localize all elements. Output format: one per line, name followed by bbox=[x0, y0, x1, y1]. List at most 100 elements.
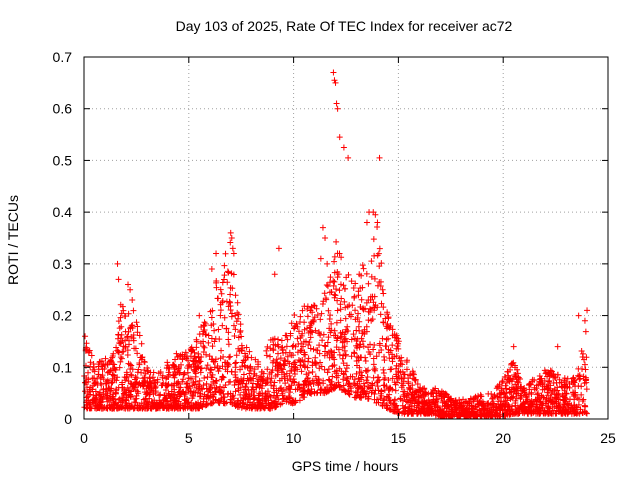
data-point bbox=[87, 388, 94, 395]
data-point bbox=[266, 371, 273, 378]
data-point bbox=[337, 317, 344, 324]
data-point bbox=[141, 359, 148, 366]
data-point bbox=[556, 379, 563, 386]
data-point bbox=[221, 314, 228, 321]
data-point bbox=[403, 366, 410, 373]
data-point bbox=[380, 397, 387, 404]
data-point bbox=[310, 318, 317, 325]
data-point bbox=[350, 331, 357, 338]
x-tick-label: 5 bbox=[185, 430, 193, 446]
data-point bbox=[130, 405, 137, 412]
data-point bbox=[85, 369, 92, 376]
data-point bbox=[311, 359, 318, 366]
data-point bbox=[356, 318, 363, 325]
data-point bbox=[301, 349, 308, 356]
data-point bbox=[353, 344, 360, 351]
chart-title: Day 103 of 2025, Rate Of TEC Index for r… bbox=[176, 18, 513, 34]
data-point bbox=[488, 409, 495, 416]
data-point bbox=[464, 405, 471, 412]
data-point bbox=[518, 392, 525, 399]
data-point bbox=[340, 282, 347, 289]
data-point bbox=[227, 390, 234, 397]
data-point bbox=[526, 380, 533, 387]
data-point bbox=[497, 403, 504, 410]
data-point bbox=[171, 380, 178, 387]
data-point bbox=[330, 277, 337, 284]
data-point bbox=[376, 154, 383, 161]
data-point bbox=[171, 368, 178, 375]
data-point bbox=[447, 397, 454, 404]
data-point bbox=[211, 364, 218, 371]
data-point bbox=[316, 350, 323, 357]
data-point bbox=[205, 332, 212, 339]
data-point bbox=[582, 328, 589, 335]
y-axis-label: ROTI / TECUs bbox=[5, 195, 21, 285]
data-point bbox=[548, 398, 555, 405]
data-point bbox=[170, 372, 177, 379]
data-point bbox=[376, 245, 383, 252]
data-point bbox=[301, 319, 308, 326]
data-point bbox=[414, 407, 421, 414]
data-point bbox=[151, 377, 158, 384]
data-point bbox=[545, 371, 552, 378]
data-point bbox=[561, 375, 568, 382]
data-point bbox=[398, 375, 405, 382]
data-point bbox=[564, 401, 571, 408]
data-point bbox=[545, 378, 552, 385]
data-point bbox=[185, 375, 192, 382]
data-point bbox=[271, 271, 278, 278]
data-point bbox=[409, 382, 416, 389]
data-points bbox=[81, 69, 591, 420]
data-point bbox=[578, 391, 585, 398]
data-point bbox=[246, 364, 253, 371]
data-point bbox=[386, 355, 393, 362]
data-point bbox=[203, 331, 210, 338]
data-point bbox=[87, 363, 94, 370]
data-point bbox=[286, 372, 293, 379]
data-point bbox=[513, 406, 520, 413]
data-point bbox=[553, 400, 560, 407]
data-point bbox=[82, 333, 89, 340]
data-point bbox=[548, 390, 555, 397]
data-point bbox=[163, 365, 170, 372]
data-point bbox=[498, 398, 505, 405]
data-point bbox=[105, 396, 112, 403]
data-point bbox=[116, 340, 123, 347]
data-point bbox=[581, 361, 588, 368]
data-point bbox=[532, 396, 539, 403]
data-point bbox=[547, 382, 554, 389]
data-point bbox=[128, 381, 135, 388]
data-point bbox=[235, 315, 242, 322]
data-point bbox=[213, 278, 220, 285]
data-point bbox=[312, 361, 319, 368]
data-point bbox=[237, 321, 244, 328]
data-point bbox=[317, 316, 324, 323]
data-point bbox=[242, 392, 249, 399]
data-point bbox=[305, 358, 312, 365]
data-point bbox=[330, 69, 337, 76]
data-point bbox=[384, 393, 391, 400]
data-point bbox=[267, 353, 274, 360]
data-point bbox=[228, 396, 235, 403]
data-point bbox=[104, 360, 111, 367]
data-point bbox=[327, 312, 334, 319]
data-point bbox=[304, 305, 311, 312]
data-point bbox=[195, 350, 202, 357]
data-point bbox=[321, 342, 328, 349]
data-point bbox=[325, 366, 332, 373]
y-tick-label: 0.6 bbox=[53, 101, 73, 117]
data-point bbox=[263, 352, 270, 359]
data-point bbox=[356, 341, 363, 348]
data-point bbox=[498, 385, 505, 392]
data-point bbox=[362, 357, 369, 364]
data-point bbox=[342, 285, 349, 292]
data-point bbox=[127, 286, 134, 293]
data-point bbox=[114, 260, 121, 267]
data-point bbox=[291, 360, 298, 367]
data-point bbox=[313, 305, 320, 312]
data-point bbox=[519, 405, 526, 412]
data-point bbox=[431, 403, 438, 410]
data-point bbox=[397, 368, 404, 375]
data-point bbox=[208, 335, 215, 342]
data-point bbox=[469, 409, 476, 416]
